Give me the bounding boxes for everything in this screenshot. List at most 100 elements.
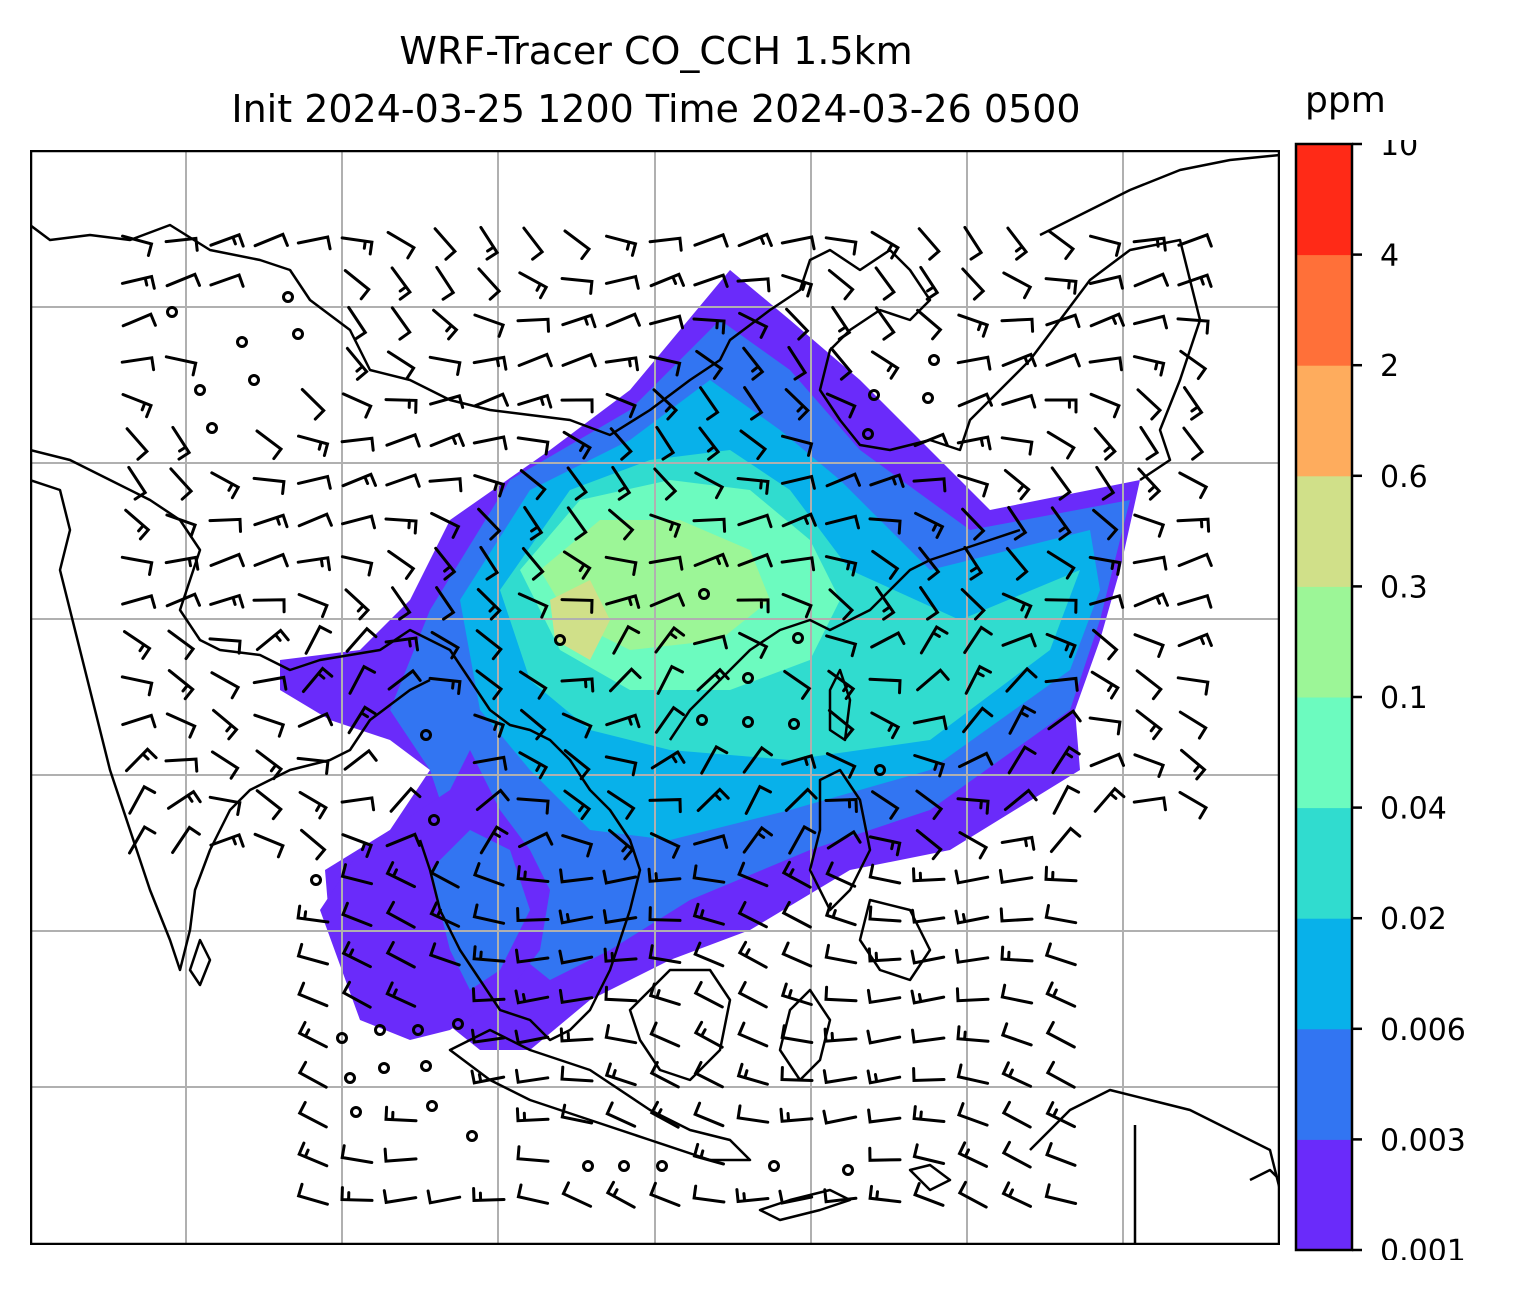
map-gridlines <box>30 150 1280 1245</box>
wind-barb <box>472 355 508 371</box>
wind-barb <box>1000 945 1034 963</box>
wind-barb <box>384 1105 418 1123</box>
wind-barb <box>383 1147 418 1163</box>
wind-barb <box>167 629 196 661</box>
wind-barb <box>1088 274 1124 290</box>
wind-barb <box>655 425 676 461</box>
wind-barb <box>1005 666 1038 693</box>
wind-barb <box>1008 704 1037 735</box>
wind-barb <box>824 236 858 256</box>
wind-barb <box>1044 277 1078 295</box>
wind-barb <box>208 637 242 655</box>
colorbar-band <box>1296 807 1352 919</box>
wind-barb <box>742 346 765 381</box>
wind-barb <box>562 430 592 460</box>
wind-barb <box>1050 466 1072 501</box>
calm-marker <box>420 1060 432 1072</box>
wind-barb <box>559 868 594 884</box>
wind-barb <box>121 393 153 419</box>
colorbar-band <box>1296 1028 1352 1140</box>
calm-marker <box>742 672 754 684</box>
wind-barb <box>1133 272 1169 288</box>
wind-barb <box>1052 784 1081 815</box>
wind-barb <box>472 945 506 963</box>
wind-barb <box>962 706 994 734</box>
calm-wind-markers <box>166 291 940 1176</box>
wind-barb <box>824 943 858 965</box>
wind-barb <box>384 398 418 414</box>
wind-barb <box>210 471 241 500</box>
wind-barb <box>253 552 289 568</box>
wind-barb <box>1183 386 1204 421</box>
wind-barb <box>915 829 943 861</box>
wind-barb <box>255 749 284 781</box>
calm-marker <box>868 389 880 401</box>
wind-barb <box>518 831 554 849</box>
wind-barb <box>827 269 855 301</box>
wind-barb <box>347 306 368 341</box>
wind-barb <box>736 598 770 614</box>
wind-barb <box>649 1061 680 1089</box>
wind-barb <box>1003 788 1038 811</box>
wind-barb <box>516 317 550 333</box>
wind-barb <box>743 386 764 421</box>
wind-barb <box>693 634 728 650</box>
wind-barb <box>692 317 726 335</box>
wind-barb <box>124 508 151 541</box>
wind-barb <box>955 987 990 1003</box>
wind-barb <box>212 708 239 741</box>
wind-barb <box>165 513 198 538</box>
wind-barb <box>516 797 550 815</box>
wind-barb <box>1132 555 1168 571</box>
wind-barb <box>1132 355 1166 377</box>
wind-barb <box>479 825 509 855</box>
wind-barb <box>739 429 768 461</box>
wind-barb <box>1089 234 1122 257</box>
wind-barb <box>737 1021 769 1048</box>
wind-barb <box>515 948 550 964</box>
wind-barb <box>825 472 861 488</box>
wind-barb <box>471 1028 506 1044</box>
wind-barb <box>649 314 684 330</box>
wind-barb <box>875 586 896 621</box>
wind-barb <box>1007 506 1028 541</box>
wind-barb <box>296 474 332 490</box>
wind-barb <box>475 629 503 661</box>
wind-barb <box>435 586 456 621</box>
map-frame <box>30 150 1280 1245</box>
colorbar-band <box>1296 1139 1352 1251</box>
wind-barb <box>297 434 330 457</box>
wind-barb <box>253 713 286 738</box>
wind-barb <box>1180 748 1207 781</box>
wind-barb <box>780 1024 814 1044</box>
wind-barb <box>822 1069 858 1085</box>
wind-barb <box>693 232 729 248</box>
wind-barb <box>692 1142 725 1166</box>
wind-barb <box>1044 1183 1078 1205</box>
wind-barb <box>825 514 860 530</box>
wind-barb <box>824 985 858 1003</box>
wind-barb <box>471 987 506 1003</box>
wind-barb <box>514 989 550 1005</box>
wind-barb <box>341 980 372 1009</box>
wind-barb <box>121 312 157 328</box>
calm-marker <box>292 328 304 340</box>
wind-barb <box>516 907 550 923</box>
wind-barb <box>1050 506 1072 541</box>
wind-barb <box>385 432 421 448</box>
wind-barb <box>961 267 986 301</box>
wind-barb <box>650 750 686 770</box>
wind-barb <box>693 1020 724 1049</box>
wind-barb <box>1047 709 1082 731</box>
wind-barb <box>209 232 245 248</box>
wind-barb <box>608 508 635 541</box>
wind-barb <box>1176 517 1211 533</box>
wind-barb <box>340 236 374 256</box>
wind-barb <box>648 798 682 814</box>
wind-barb <box>521 547 545 581</box>
wind-barb <box>304 624 333 655</box>
wind-barb <box>343 269 371 301</box>
wind-barb <box>385 900 416 929</box>
wind-barb <box>562 550 592 580</box>
wind-barb <box>696 667 730 692</box>
